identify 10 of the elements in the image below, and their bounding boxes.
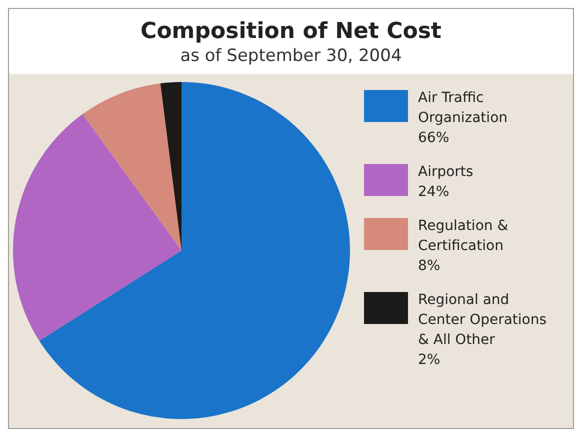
legend-label: Regional and Center Operations & All Other [418,291,548,350]
chart-title: Composition of Net Cost [140,19,442,44]
legend-label: Airports [418,163,474,182]
data-label: 24% [418,183,450,202]
chart-subtitle: as of September 30, 2004 [179,46,403,66]
data-label: 2% [418,351,442,370]
data-label: 66% [418,129,450,148]
data-label: 8% [418,257,442,276]
legend-label: Air Traffic Organization [418,89,509,128]
legend-label: Regulation & Certification [418,217,510,256]
